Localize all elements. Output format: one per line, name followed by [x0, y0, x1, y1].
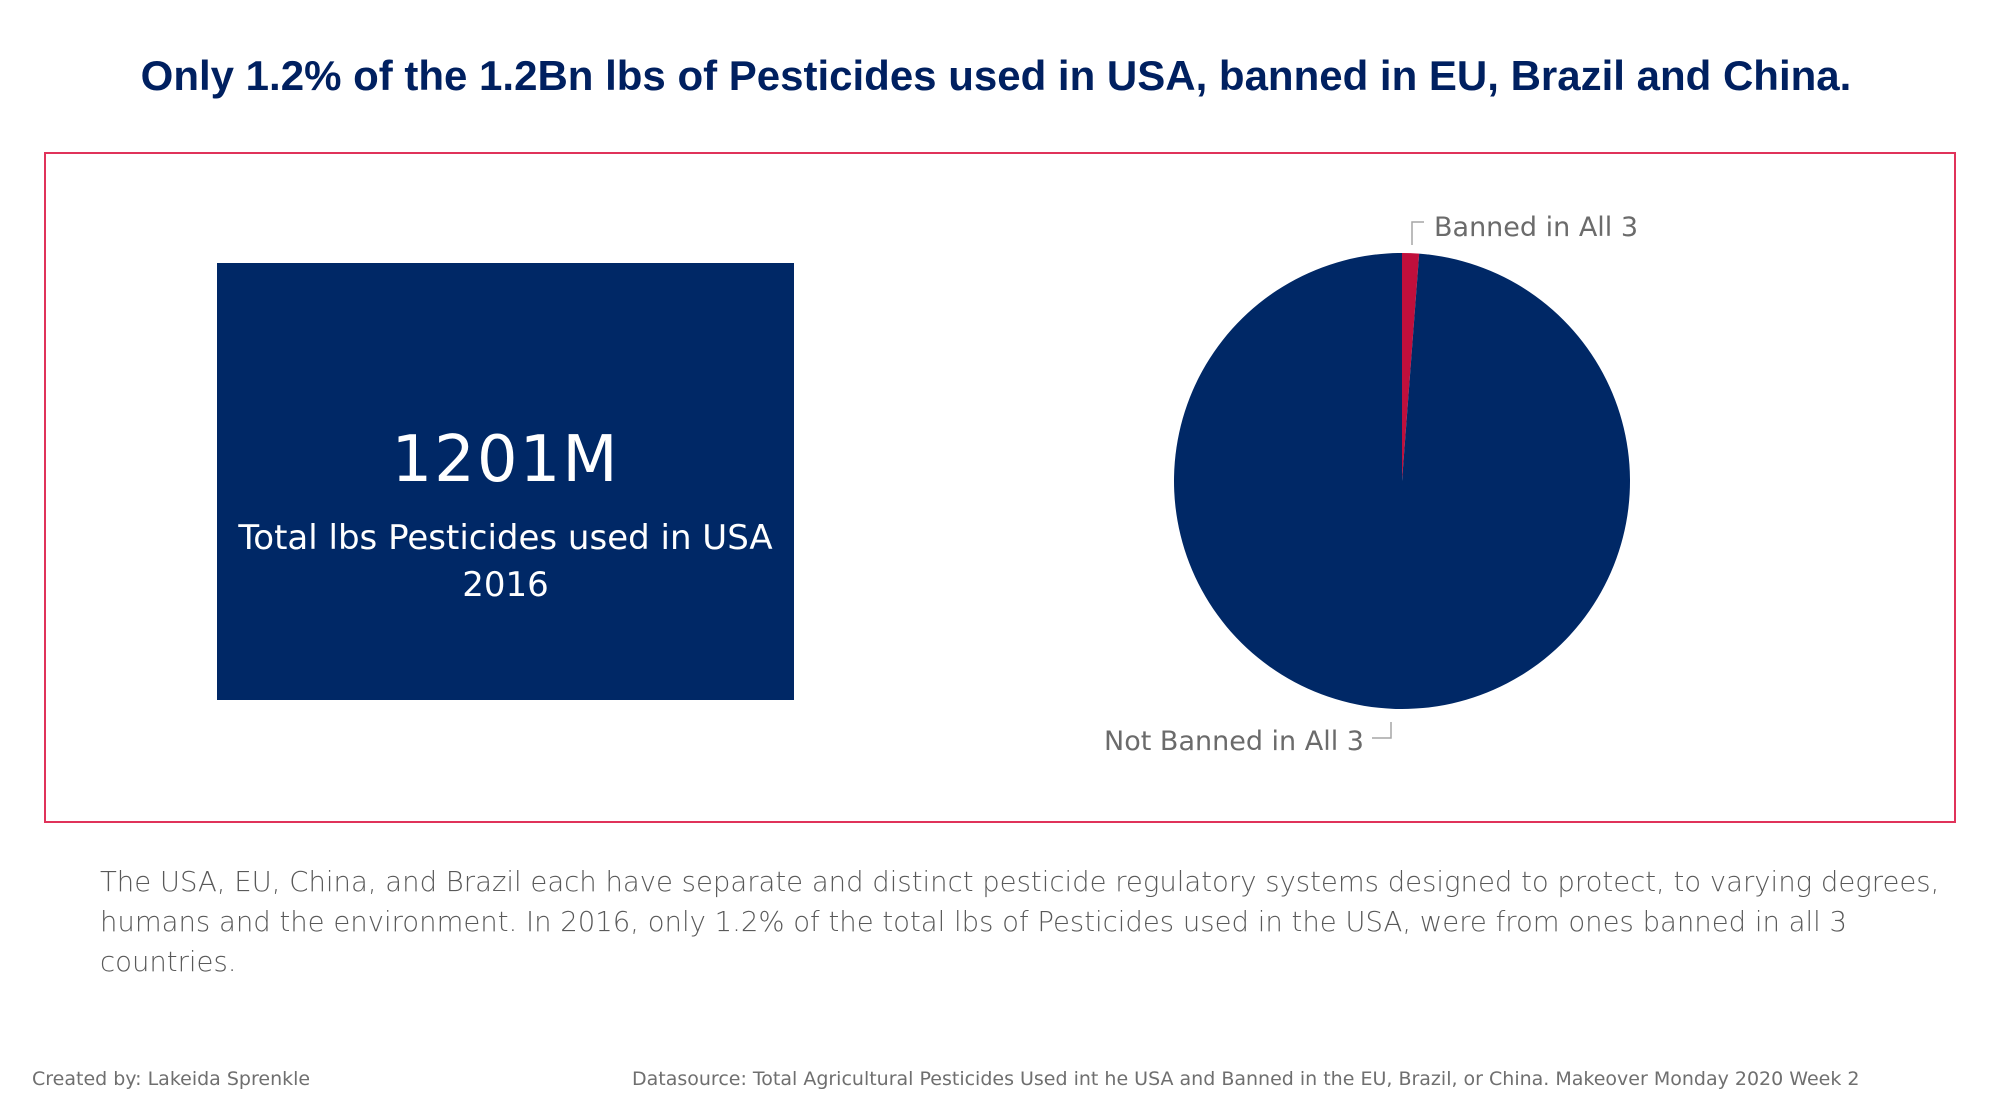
- page-title: Only 1.2% of the 1.2Bn lbs of Pesticides…: [140, 52, 1852, 99]
- footer-datasource: Datasource: Total Agricultural Pesticide…: [632, 1068, 1860, 1090]
- kpi-label: Total lbs Pesticides used in USA 2016: [217, 515, 794, 609]
- kpi-label-line1: Total lbs Pesticides used in USA: [238, 518, 773, 558]
- visual-frame: [44, 152, 1956, 823]
- leader-line-not-banned: [1372, 722, 1392, 739]
- description-text: The USA, EU, China, and Brazil each have…: [100, 866, 1940, 978]
- slice-label-banned: Banned in All 3: [1434, 212, 1638, 243]
- pie-slice-1[interactable]: [1174, 253, 1631, 709]
- kpi-card[interactable]: 1201M Total lbs Pesticides used in USA 2…: [217, 263, 794, 700]
- slice-label-not-banned: Not Banned in All 3: [1104, 726, 1364, 757]
- kpi-label-line2: 2016: [462, 565, 549, 605]
- leader-line-banned: [1411, 221, 1424, 245]
- pie-slice-0[interactable]: [1402, 253, 1420, 481]
- footer-created-by: Created by: Lakeida Sprenkle: [32, 1068, 311, 1090]
- kpi-value: 1201M: [391, 423, 620, 497]
- pie-leader-lines: [1372, 221, 1424, 739]
- pie-slices: [1174, 253, 1631, 709]
